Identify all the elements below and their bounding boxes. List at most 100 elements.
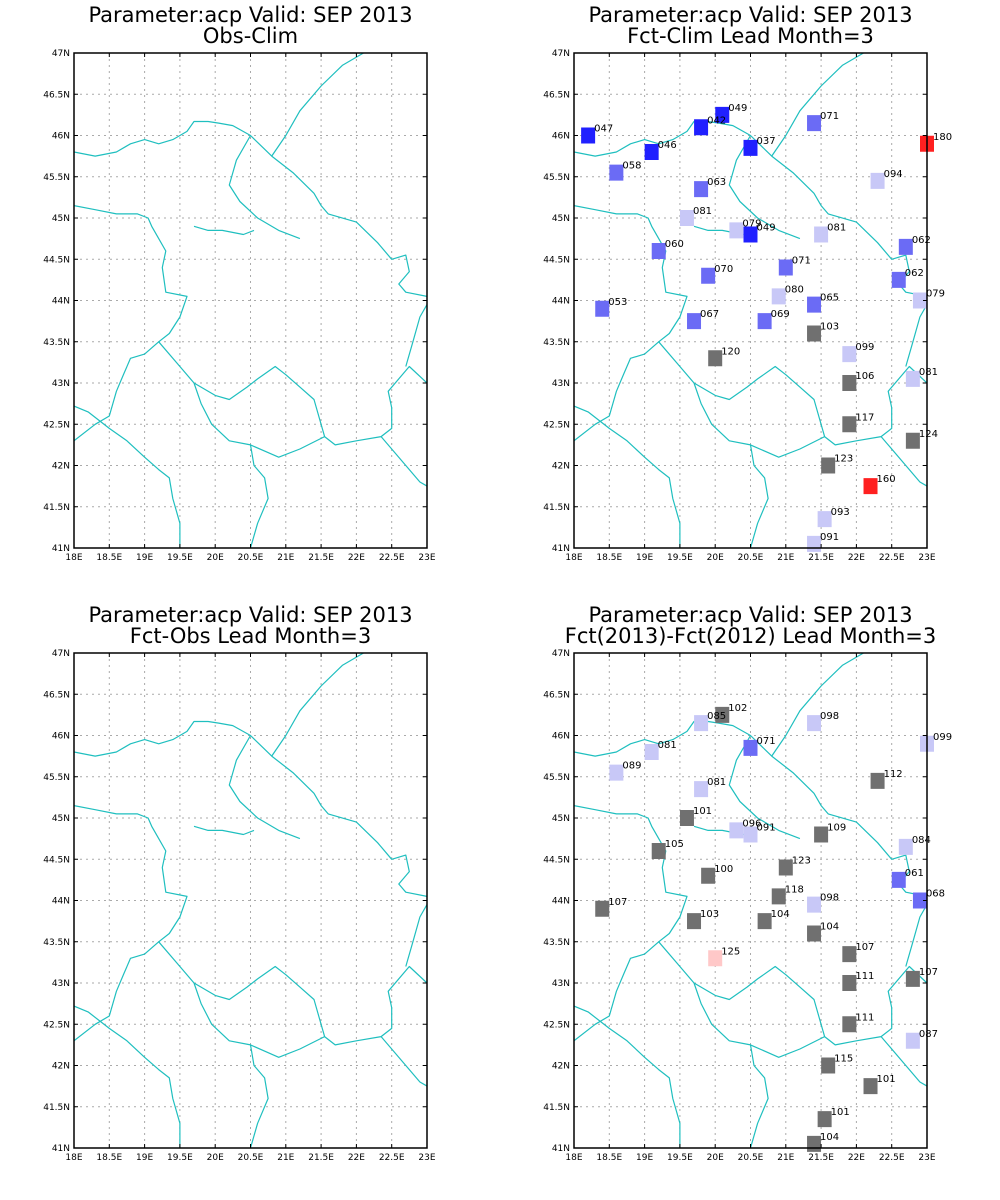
station-value-label: 037 [757,136,776,147]
lon-tick-label: 21.5E [808,553,834,563]
station-marker [651,243,666,259]
lat-tick-label: 44N [552,297,570,307]
lon-tick-label: 19.5E [167,553,193,563]
station-value-label: 063 [707,177,726,188]
station-value-label: 085 [707,711,726,722]
lat-tick-label: 42N [52,1062,70,1072]
station-value-label: 115 [834,1054,853,1065]
lat-tick-label: 45.5N [543,773,570,783]
station-value-label: 070 [714,264,733,275]
station-value-label: 101 [831,1107,850,1118]
station-value-label: 104 [820,922,839,933]
station-marker [743,739,758,756]
lat-tick-label: 41N [52,544,70,554]
station-value-label: 112 [884,769,903,780]
country-borders [74,653,427,1148]
station-marker [905,370,920,387]
lon-tick-label: 20.5E [238,553,264,563]
lat-tick-label: 45.5N [43,773,70,783]
lon-tick-label: 22.5E [379,553,405,563]
station-value-label: 096 [742,818,761,829]
lat-tick-label: 45N [52,214,70,224]
station-marker [821,457,836,474]
lon-tick-label: 23E [918,1153,935,1163]
lat-tick-label: 46.5N [43,690,70,700]
lon-tick-label: 19E [136,1153,153,1163]
lon-tick-label: 18.5E [596,553,622,563]
station-value-label: 049 [728,103,747,114]
lon-tick-label: 20.5E [738,553,764,563]
lat-tick-label: 41.5N [543,1103,570,1113]
grid-lines [574,53,927,548]
lat-tick-label: 41.5N [43,503,70,513]
station-value-label: 047 [594,124,613,135]
station-value-label: 058 [622,161,641,172]
lon-tick-label: 21.5E [308,1153,334,1163]
lat-tick-label: 47N [52,49,70,59]
map-panel-4: Parameter:acp Valid: SEP 2013Fct(2013)-F… [543,603,952,1163]
lon-tick-label: 20E [707,1153,724,1163]
station-marker [757,313,772,330]
station-value-label: 046 [658,140,677,151]
lat-tick-label: 42N [552,462,570,472]
lon-tick-label: 20.5E [238,1153,264,1163]
station-marker [842,416,857,433]
station-value-label: 107 [855,942,874,953]
station-marker [807,325,822,342]
station-value-label: 069 [771,309,790,320]
station-marker [817,1111,832,1128]
lat-tick-label: 45.5N [543,173,570,183]
lat-tick-label: 45N [552,214,570,224]
station-value-label: 081 [693,206,712,217]
station-marker [757,913,772,930]
lon-tick-label: 20E [707,553,724,563]
lon-tick-label: 18E [65,553,82,563]
station-value-label: 100 [714,864,733,875]
lat-tick-label: 45.5N [43,173,70,183]
lat-tick-label: 43N [52,979,70,989]
station-marker [863,478,878,495]
lat-tick-label: 46N [552,732,570,742]
station-marker [609,764,624,781]
lat-tick-label: 46.5N [43,90,70,100]
lon-tick-label: 20E [207,553,224,563]
station-value-label: 101 [877,1074,896,1085]
station-value-label: 084 [912,835,931,846]
lon-tick-label: 19E [636,553,653,563]
station-value-label: 125 [721,946,740,957]
station-marker [905,432,920,449]
station-value-label: 042 [707,115,726,126]
lat-tick-label: 44.5N [543,855,570,865]
station-marker [679,810,694,826]
station-value-label: 081 [658,740,677,751]
station-value-label: 079 [742,218,761,229]
lon-tick-label: 18E [565,1153,582,1163]
lat-tick-label: 41N [52,1144,70,1154]
lat-tick-label: 43N [52,379,70,389]
lat-tick-label: 42.5N [543,420,570,430]
station-value-label: 102 [728,703,747,714]
lat-tick-label: 45N [552,814,570,824]
lat-tick-label: 46.5N [543,90,570,100]
station-marker [807,1135,822,1152]
country-borders [574,653,927,1148]
lat-tick-label: 47N [552,49,570,59]
lon-tick-label: 23E [418,1153,435,1163]
station-marker [694,119,709,136]
panel-title-line2: Fct(2013)-Fct(2012) Lead Month=3 [565,624,937,648]
station-marker [687,913,702,930]
station-value-label: 118 [785,884,804,895]
station-marker [743,226,758,243]
station-value-label: 098 [820,893,839,904]
lat-tick-label: 42N [52,462,70,472]
lat-tick-label: 43N [552,379,570,389]
station-value-label: 087 [919,1029,938,1040]
station-value-label: 067 [700,309,719,320]
station-value-label: 107 [919,967,938,978]
station-marker [651,843,666,859]
lat-tick-label: 47N [52,649,70,659]
lon-tick-label: 22.5E [879,1153,905,1163]
lat-tick-label: 44N [552,897,570,907]
panel-title-line1: Parameter:acp Valid: SEP 2013 [88,603,412,627]
